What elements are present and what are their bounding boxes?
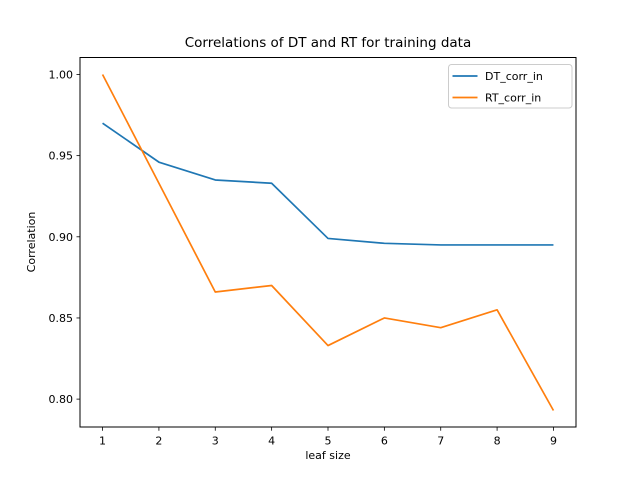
legend-entry: RT_corr_in: [452, 92, 541, 105]
x-tick-label: 2: [155, 435, 162, 448]
legend: DT_corr_in RT_corr_in: [448, 64, 573, 109]
legend-box: [448, 64, 573, 109]
series-line-DT_corr_in: [102, 122, 554, 246]
legend-label: RT_corr_in: [485, 92, 541, 105]
chart-title: Correlations of DT and RT for training d…: [185, 35, 471, 51]
y-axis-label: Correlation: [25, 212, 38, 273]
legend-entry: DT_corr_in: [452, 70, 543, 83]
series-lines: [101, 74, 555, 411]
y-tick-label: 1.00: [49, 68, 74, 81]
y-tick-label: 0.85: [49, 312, 74, 325]
y-tick-label: 0.80: [49, 393, 74, 406]
x-tick-label: 8: [494, 435, 501, 448]
x-tick-label: 9: [550, 435, 557, 448]
y-tick-label: 0.90: [49, 231, 74, 244]
plot-area: [79, 57, 577, 428]
x-tick-label: 7: [437, 435, 444, 448]
x-tick-label: 6: [381, 435, 388, 448]
x-tick-label: 4: [268, 435, 275, 448]
y-axis-ticks: 0.80 0.85 0.90 0.95 1.00: [49, 68, 80, 406]
x-tick-label: 3: [212, 435, 219, 448]
series-line-RT_corr_in: [101, 74, 555, 411]
legend-label: DT_corr_in: [485, 70, 543, 83]
x-axis-ticks: 1 2 3 4 5 6 7 8 9: [99, 427, 557, 448]
y-tick-label: 0.95: [49, 150, 74, 163]
x-tick-label: 1: [99, 435, 106, 448]
x-tick-label: 5: [325, 435, 332, 448]
x-axis-label: leaf size: [305, 449, 350, 462]
